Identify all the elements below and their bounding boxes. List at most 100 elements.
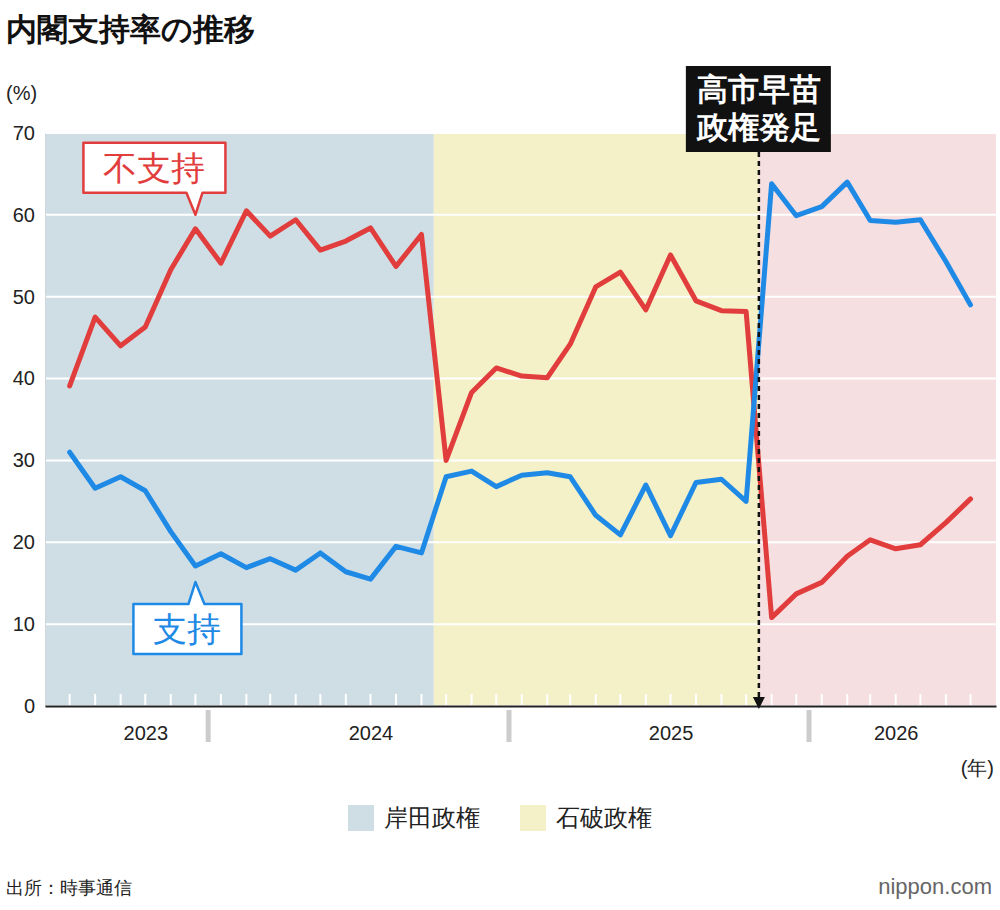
legend: 岸田政権 石破政権 [348, 804, 652, 831]
minor-tick [245, 694, 247, 706]
y-tick-label: 60 [13, 204, 35, 226]
minor-tick [720, 694, 722, 706]
y-tick: 70 [13, 122, 45, 144]
annotation-label: 高市早苗政権発足 [696, 72, 821, 145]
chart-root: 0 10 20 30 40 50 60 70 2023 2024 2025 2026 不支持支持 高市早苗… [0, 0, 1000, 910]
y-tick-label: 10 [13, 613, 35, 635]
y-tick: 60 [13, 204, 45, 226]
y-tick: 30 [13, 449, 45, 471]
grid-line [45, 296, 996, 298]
minor-ticks [70, 694, 971, 706]
minor-tick [269, 694, 271, 706]
minor-tick [795, 694, 797, 706]
minor-tick [521, 694, 523, 706]
series-callout: 不支持 [83, 143, 225, 215]
period-region [45, 133, 434, 706]
x-axis-line [46, 706, 997, 708]
x-tick-label: 2023 [124, 722, 169, 744]
y-axis-line [45, 134, 46, 707]
minor-tick [445, 694, 447, 706]
y-tick: 0 [24, 695, 45, 717]
series-line [70, 182, 971, 579]
minor-tick [619, 694, 621, 706]
minor-tick [869, 694, 871, 706]
grid-line [45, 459, 996, 461]
minor-tick [144, 694, 146, 706]
callout-box [133, 582, 241, 654]
annotation-line: 政権発足 [696, 110, 821, 145]
x-tick: 2026 [874, 706, 919, 744]
minor-tick [170, 694, 172, 706]
minor-tick [970, 694, 972, 706]
y-tick-label: 40 [13, 367, 35, 389]
minor-tick [194, 694, 196, 706]
minor-tick [919, 694, 921, 706]
minor-tick [220, 694, 222, 706]
annotation-arrow [753, 697, 765, 709]
minor-tick [471, 694, 473, 706]
minor-tick [846, 694, 848, 706]
minor-tick [420, 694, 422, 706]
minor-tick [645, 694, 647, 706]
minor-tick [395, 694, 397, 706]
minor-tick [695, 694, 697, 706]
x-tick: 2023 [124, 706, 169, 744]
x-tick-label: 2024 [349, 722, 394, 744]
minor-tick [69, 694, 71, 706]
minor-tick [945, 694, 947, 706]
minor-tick [745, 694, 747, 706]
y-tick: 10 [13, 613, 45, 635]
minor-tick [319, 694, 321, 706]
chart-svg: 0 10 20 30 40 50 60 70 2023 2024 2025 2026 不支持支持 高市早苗… [0, 0, 1000, 910]
y-tick: 40 [13, 367, 45, 389]
minor-tick [821, 694, 823, 706]
series-callouts: 不支持支持 [83, 143, 241, 654]
annotation-box [686, 66, 831, 152]
y-tick-label: 0 [24, 695, 35, 717]
minor-tick [771, 694, 773, 706]
y-tick-label: 50 [13, 286, 35, 308]
minor-tick [546, 694, 548, 706]
legend-swatch [348, 805, 374, 831]
y-tick-label: 20 [13, 531, 35, 553]
series-line [70, 211, 971, 618]
minor-tick [369, 694, 371, 706]
year-dividers [208, 710, 809, 742]
x-tick-label: 2025 [649, 722, 694, 744]
minor-tick [295, 694, 297, 706]
legend-item: 岸田政権 [348, 804, 480, 831]
x-tick-label: 2026 [874, 722, 919, 744]
legend-swatch [520, 805, 546, 831]
minor-tick [94, 694, 96, 706]
minor-tick [595, 694, 597, 706]
grid [45, 133, 996, 706]
year-divider [206, 710, 211, 742]
grid-line [45, 541, 996, 543]
grid-line [45, 705, 996, 707]
minor-tick [495, 694, 497, 706]
y-axis-title: (%) [6, 82, 37, 104]
minor-tick [569, 694, 571, 706]
x-tick: 2024 [349, 706, 394, 744]
period-annotation: 高市早苗政権発足 [686, 66, 831, 709]
year-divider [807, 710, 812, 742]
x-axis-title: (年) [961, 757, 994, 779]
y-tick: 20 [13, 531, 45, 553]
series-label: 不支持 [103, 149, 205, 187]
y-tick-label: 70 [13, 122, 35, 144]
x-axis: 2023 2024 2025 2026 [46, 706, 997, 744]
annotation-line: 高市早苗 [697, 72, 821, 107]
series-callout: 支持 [133, 582, 241, 654]
legend-item: 石破政権 [520, 804, 652, 831]
x-tick: 2025 [649, 706, 694, 744]
y-tick: 50 [13, 286, 45, 308]
minor-tick [895, 694, 897, 706]
year-divider [506, 710, 511, 742]
series-lines [70, 182, 971, 617]
y-tick-label: 30 [13, 449, 35, 471]
minor-tick [345, 694, 347, 706]
y-axis: 0 10 20 30 40 50 60 70 [13, 122, 46, 717]
source-note: 出所：時事通信 [6, 878, 132, 898]
period-regions [45, 133, 996, 706]
series-label: 支持 [153, 610, 221, 648]
